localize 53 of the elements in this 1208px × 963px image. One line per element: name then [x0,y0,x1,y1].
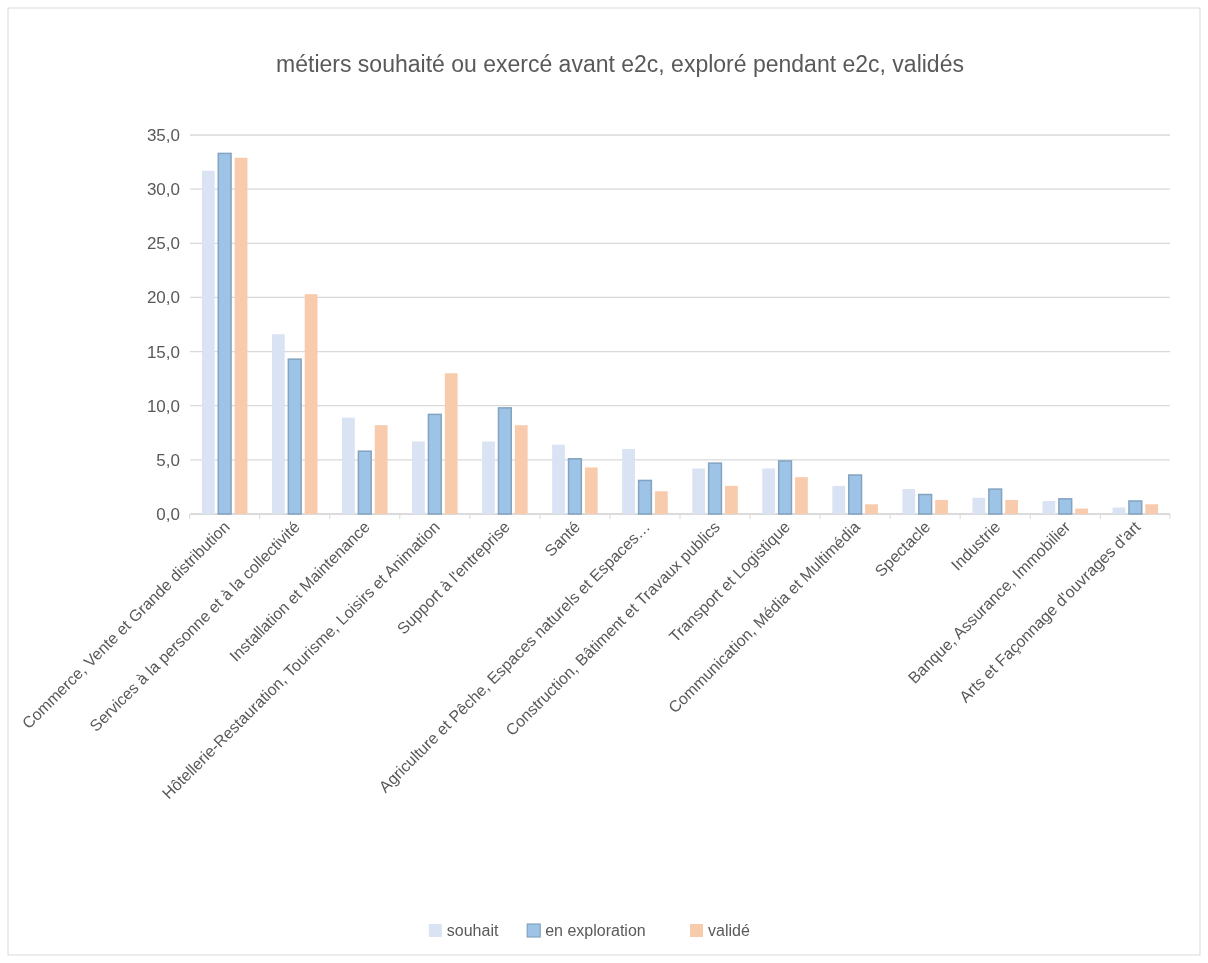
chart-title: métiers souhaité ou exercé avant e2c, exploré pendant e2c, validés [276,51,964,77]
y-tick-label: 20,0 [146,288,180,308]
bar [707,462,723,515]
bar [972,497,986,514]
bar [304,294,318,514]
bar [988,488,1003,515]
bar [357,450,372,515]
bar [201,170,215,514]
bar [584,467,598,514]
bar [234,157,248,514]
y-tick-label: 10,0 [146,396,180,416]
bar [482,441,495,514]
bar [1128,500,1143,515]
bar [497,407,513,515]
bar [1005,499,1018,514]
bar [654,491,668,514]
bar [287,358,302,515]
bar [1075,508,1089,514]
bar [637,479,653,515]
bar [514,425,528,514]
y-tick-label: 15,0 [146,342,180,362]
bar [567,458,583,515]
legend-label: en exploration [545,922,646,939]
bar [271,334,285,514]
bar [622,449,635,514]
legend-label: validé [708,922,750,939]
bar [342,417,355,514]
bar [374,425,388,514]
bar [1058,498,1073,515]
bar [918,493,933,515]
bar [1145,504,1159,514]
bar [795,477,808,514]
bar [444,373,458,514]
y-tick-label: 35,0 [146,126,180,145]
y-tick-label: 25,0 [146,234,180,254]
y-tick-label: 0,0 [156,505,180,524]
y-tick-label: 5,0 [156,450,180,470]
bar [902,489,916,514]
bar [725,485,738,514]
y-tick-label: 30,0 [146,180,180,200]
bar [935,499,948,514]
bar [1042,501,1056,514]
bar [762,468,776,514]
bar [412,441,425,514]
bar [865,504,878,514]
bar [692,468,706,514]
bar [832,485,846,514]
legend-label: souhait [446,922,499,939]
bar [777,460,793,515]
bar [217,152,232,515]
bar [427,413,442,515]
bar [552,444,565,514]
bar [847,474,863,515]
